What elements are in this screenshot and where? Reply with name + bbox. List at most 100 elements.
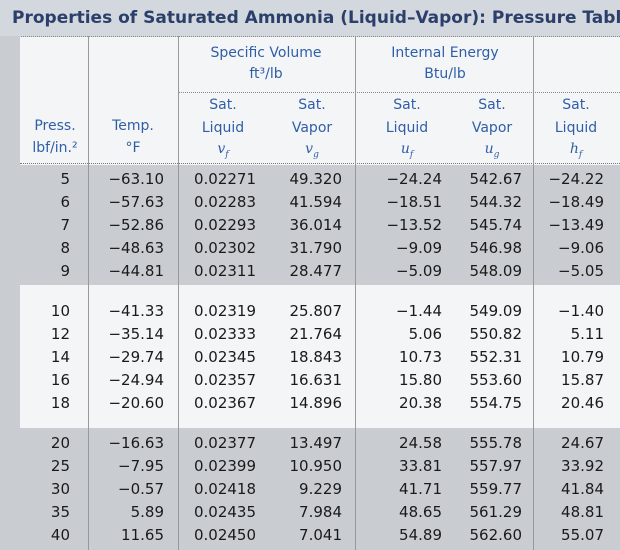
table-cell: 542.67 — [469, 170, 523, 188]
table-cell: 559.77 — [469, 480, 523, 498]
column-symbol: ug — [485, 141, 500, 160]
table-cell: 40 — [50, 526, 70, 544]
table-cell: 545.74 — [469, 216, 523, 234]
table-cell: 55.07 — [561, 526, 604, 544]
table-cell: 14.896 — [289, 394, 343, 412]
column-rule — [88, 36, 89, 550]
table-cell: 49.320 — [289, 170, 343, 188]
table-cell: 21.764 — [289, 325, 343, 343]
column-label: Sat. — [209, 97, 237, 113]
table-cell: 5.11 — [570, 325, 604, 343]
table-cell: 30 — [50, 480, 70, 498]
table-cell: 7 — [60, 216, 70, 234]
table-cell: 13.497 — [289, 434, 343, 452]
table-cell: 6 — [60, 193, 70, 211]
table-cell: 18 — [50, 394, 70, 412]
symbol-sub: g — [493, 149, 500, 160]
table-cell: 0.02271 — [193, 170, 256, 188]
symbol-sub: f — [409, 149, 414, 160]
table-cell: 5.06 — [408, 325, 442, 343]
column-label: Vapor — [291, 120, 333, 136]
table-cell: 8 — [60, 239, 70, 257]
row-shade — [20, 165, 620, 285]
table-cell: 31.790 — [289, 239, 343, 257]
table-cell: 0.02333 — [193, 325, 256, 343]
table-cell: 550.82 — [469, 325, 523, 343]
table-cell: 36.014 — [289, 216, 343, 234]
symbol-sub: f — [225, 149, 229, 160]
table-cell: −20.60 — [108, 394, 164, 412]
table-cell: −57.63 — [108, 193, 164, 211]
table-cell: −1.40 — [558, 302, 604, 320]
table-cell: −13.52 — [386, 216, 442, 234]
symbol-sub: f — [578, 149, 583, 160]
left-strip — [0, 36, 20, 550]
table-cell: 5 — [60, 170, 70, 188]
table-cell: 20 — [50, 434, 70, 452]
table-cell: 25.807 — [289, 302, 343, 320]
header-rule — [20, 163, 620, 164]
table-cell: 0.02319 — [193, 302, 256, 320]
table-cell: 0.02345 — [193, 348, 256, 366]
table-cell: 548.09 — [469, 262, 523, 280]
table-cell: 0.02311 — [193, 262, 256, 280]
table-cell: −16.63 — [108, 434, 164, 452]
table-cell: −9.09 — [396, 239, 442, 257]
table-cell: 546.98 — [469, 239, 523, 257]
table-cell: −29.74 — [108, 348, 164, 366]
table-cell: 48.81 — [561, 503, 604, 521]
symbol-base: u — [484, 141, 494, 157]
table-cell: 20.46 — [561, 394, 604, 412]
table-cell: 14 — [50, 348, 70, 366]
table-cell: 552.31 — [469, 348, 523, 366]
table-cell: 0.02450 — [193, 526, 256, 544]
table-cell: 10.73 — [399, 348, 442, 366]
group-rule — [178, 92, 620, 93]
table-cell: 0.02377 — [193, 434, 256, 452]
table-cell: 33.92 — [561, 457, 604, 475]
table-cell: 7.984 — [299, 503, 342, 521]
table-cell: −5.05 — [558, 262, 604, 280]
column-rule — [355, 36, 356, 550]
table-cell: −48.63 — [108, 239, 164, 257]
column-label: Press. — [34, 118, 76, 134]
table-cell: −7.95 — [118, 457, 164, 475]
table-cell: 5.89 — [130, 503, 164, 521]
column-symbol: vf — [217, 141, 228, 160]
title-bar — [0, 0, 620, 37]
column-symbol: uf — [401, 141, 413, 160]
table-cell: −0.57 — [118, 480, 164, 498]
table-cell: 41.71 — [399, 480, 442, 498]
table-cell: 0.02367 — [193, 394, 256, 412]
table-cell: 16 — [50, 371, 70, 389]
row-shade — [20, 428, 620, 550]
table-cell: 24.58 — [399, 434, 442, 452]
table-cell: −41.33 — [108, 302, 164, 320]
table-cell: −24.24 — [386, 170, 442, 188]
table-cell: 0.02435 — [193, 503, 256, 521]
column-label: Liquid — [554, 120, 598, 136]
column-label: Sat. — [478, 97, 506, 113]
table-cell: 0.02418 — [193, 480, 256, 498]
column-label: Vapor — [471, 120, 513, 136]
table-cell: 0.02293 — [193, 216, 256, 234]
table-cell: 16.631 — [289, 371, 343, 389]
symbol-base: v — [305, 141, 314, 157]
table-cell: −5.09 — [396, 262, 442, 280]
symbol-base: h — [569, 141, 579, 157]
table-cell: 25 — [50, 457, 70, 475]
table-cell: 0.02283 — [193, 193, 256, 211]
column-rule — [533, 36, 534, 550]
table-cell: 555.78 — [469, 434, 523, 452]
column-label: lbf/in.² — [32, 140, 78, 156]
table-cell: 0.02357 — [193, 371, 256, 389]
table-cell: 9.229 — [299, 480, 342, 498]
table-cell: −52.86 — [108, 216, 164, 234]
table-cell: 48.65 — [399, 503, 442, 521]
table-cell: 20.38 — [399, 394, 442, 412]
table-cell: −18.49 — [548, 193, 604, 211]
table-title: Properties of Saturated Ammonia (Liquid–… — [12, 8, 620, 28]
column-label: Sat. — [298, 97, 326, 113]
table-cell: −63.10 — [108, 170, 164, 188]
